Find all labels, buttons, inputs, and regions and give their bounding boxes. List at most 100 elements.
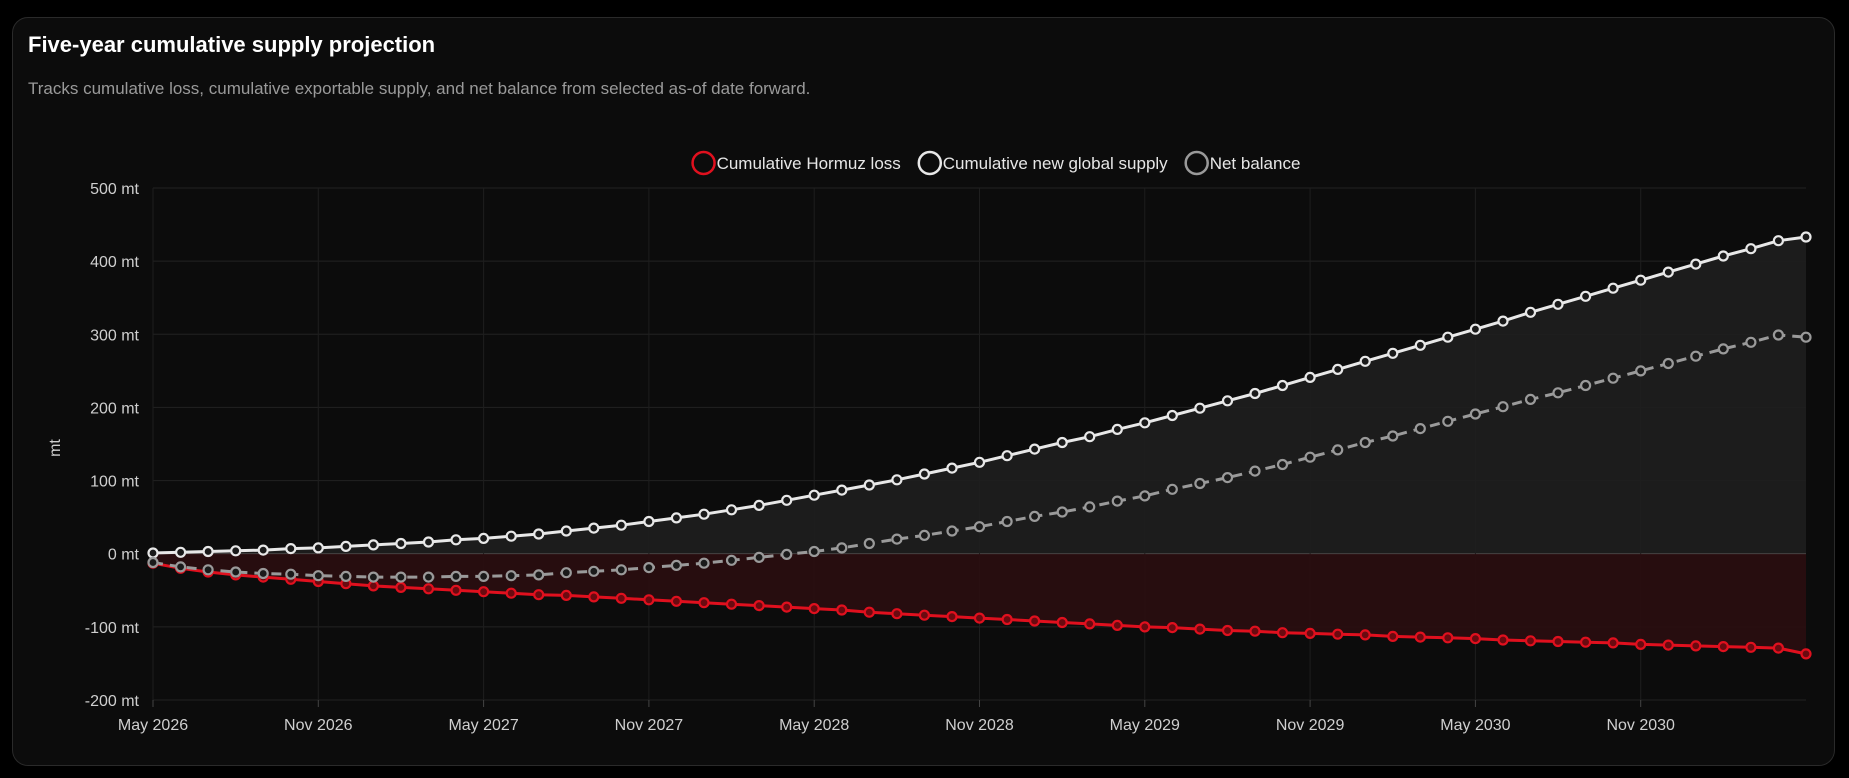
data-point[interactable] xyxy=(230,545,242,557)
data-point[interactable] xyxy=(973,612,986,624)
data-point[interactable] xyxy=(257,567,269,580)
data-point[interactable] xyxy=(863,479,875,491)
data-point[interactable] xyxy=(175,561,187,573)
data-point[interactable] xyxy=(808,489,820,501)
data-point[interactable] xyxy=(1359,436,1371,449)
data-point[interactable] xyxy=(1579,290,1592,302)
data-point[interactable] xyxy=(946,462,958,474)
data-point[interactable] xyxy=(1469,323,1482,335)
data-point[interactable] xyxy=(1084,431,1096,443)
data-point[interactable] xyxy=(1001,515,1013,528)
data-point[interactable] xyxy=(1772,642,1785,654)
data-point[interactable] xyxy=(422,571,435,583)
data-point[interactable] xyxy=(753,499,765,511)
data-point[interactable] xyxy=(1442,632,1454,644)
data-point[interactable] xyxy=(340,570,352,583)
data-point[interactable] xyxy=(1359,629,1371,641)
data-point[interactable] xyxy=(1056,616,1068,629)
data-point[interactable] xyxy=(1304,371,1316,383)
data-point[interactable] xyxy=(615,564,627,576)
data-point[interactable] xyxy=(1111,619,1123,632)
data-point[interactable] xyxy=(1662,266,1674,278)
data-point[interactable] xyxy=(1056,436,1068,449)
data-point[interactable] xyxy=(1387,630,1399,643)
data-point[interactable] xyxy=(395,581,407,594)
data-point[interactable] xyxy=(478,570,490,583)
data-point[interactable] xyxy=(285,542,297,555)
data-point[interactable] xyxy=(808,545,820,558)
data-point[interactable] xyxy=(422,536,435,548)
data-point[interactable] xyxy=(1745,336,1757,348)
data-point[interactable] xyxy=(781,494,793,506)
data-point[interactable] xyxy=(1304,451,1316,463)
data-point[interactable] xyxy=(1304,627,1316,640)
data-point[interactable] xyxy=(781,601,793,613)
data-point[interactable] xyxy=(450,534,462,546)
data-point[interactable] xyxy=(1497,315,1509,327)
data-point[interactable] xyxy=(422,583,435,595)
data-point[interactable] xyxy=(1717,640,1729,653)
data-point[interactable] xyxy=(588,565,600,577)
data-point[interactable] xyxy=(1166,621,1178,634)
data-point[interactable] xyxy=(1028,615,1041,627)
data-point[interactable] xyxy=(1166,483,1178,495)
data-point[interactable] xyxy=(257,544,269,556)
data-point[interactable] xyxy=(670,595,683,607)
data-point[interactable] xyxy=(147,556,159,569)
data-point[interactable] xyxy=(1276,627,1289,639)
data-point[interactable] xyxy=(643,561,655,574)
data-point[interactable] xyxy=(1194,477,1206,490)
data-point[interactable] xyxy=(1332,628,1344,640)
data-point[interactable] xyxy=(891,533,903,545)
data-point[interactable] xyxy=(312,542,324,554)
data-point[interactable] xyxy=(725,598,738,610)
data-point[interactable] xyxy=(450,584,462,596)
data-point[interactable] xyxy=(560,589,572,602)
data-point[interactable] xyxy=(615,519,627,531)
data-point[interactable] xyxy=(808,602,820,615)
data-point[interactable] xyxy=(450,570,462,583)
data-point[interactable] xyxy=(1387,347,1399,359)
data-point[interactable] xyxy=(1469,408,1482,420)
data-point[interactable] xyxy=(1056,506,1068,518)
data-point[interactable] xyxy=(1745,641,1757,653)
data-point[interactable] xyxy=(1524,393,1537,405)
data-point[interactable] xyxy=(395,537,407,550)
data-point[interactable] xyxy=(533,569,545,581)
data-point[interactable] xyxy=(1221,395,1234,407)
data-point[interactable] xyxy=(918,609,931,621)
data-point[interactable] xyxy=(560,567,572,579)
data-point[interactable] xyxy=(1552,635,1564,648)
data-point[interactable] xyxy=(753,551,765,564)
data-point[interactable] xyxy=(863,606,875,618)
data-point[interactable] xyxy=(1084,501,1096,513)
data-point[interactable] xyxy=(918,468,931,480)
data-point[interactable] xyxy=(202,545,214,558)
data-point[interactable] xyxy=(1607,372,1619,384)
data-point[interactable] xyxy=(1001,613,1013,626)
data-point[interactable] xyxy=(836,604,848,616)
data-point[interactable] xyxy=(1662,639,1674,651)
data-point[interactable] xyxy=(753,599,765,612)
legend-swatch[interactable] xyxy=(1184,150,1209,176)
data-point[interactable] xyxy=(891,474,903,486)
data-point[interactable] xyxy=(1028,510,1041,523)
data-point[interactable] xyxy=(1221,472,1234,484)
data-point[interactable] xyxy=(560,525,572,537)
data-point[interactable] xyxy=(1635,638,1647,651)
data-point[interactable] xyxy=(230,566,242,578)
data-point[interactable] xyxy=(1662,357,1674,370)
data-point[interactable] xyxy=(1690,640,1702,652)
data-point[interactable] xyxy=(1414,423,1426,435)
data-point[interactable] xyxy=(1497,634,1509,646)
data-point[interactable] xyxy=(505,530,517,542)
data-point[interactable] xyxy=(1552,298,1564,310)
data-point[interactable] xyxy=(1276,379,1289,392)
data-point[interactable] xyxy=(285,568,297,580)
data-point[interactable] xyxy=(1772,329,1785,341)
data-point[interactable] xyxy=(367,571,379,583)
data-point[interactable] xyxy=(395,571,407,583)
data-point[interactable] xyxy=(1800,648,1812,660)
data-point[interactable] xyxy=(1800,331,1812,343)
data-point[interactable] xyxy=(1745,243,1757,255)
